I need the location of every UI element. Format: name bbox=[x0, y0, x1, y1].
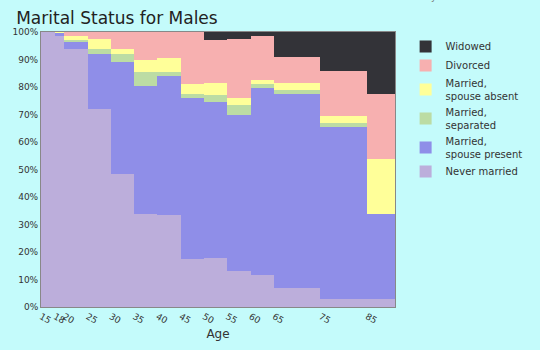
svg-text:65: 65 bbox=[271, 311, 286, 325]
svg-text:45: 45 bbox=[177, 311, 192, 325]
svg-text:40%: 40% bbox=[18, 192, 38, 202]
svg-text:100%: 100% bbox=[12, 27, 38, 37]
svg-text:Never married: Never married bbox=[446, 166, 518, 177]
svg-text:60: 60 bbox=[247, 311, 262, 326]
svg-text:20%: 20% bbox=[18, 247, 38, 257]
svg-text:30%: 30% bbox=[18, 220, 38, 230]
svg-text:55: 55 bbox=[224, 311, 239, 325]
svg-text:20: 20 bbox=[61, 311, 76, 326]
svg-text:80%: 80% bbox=[18, 82, 38, 92]
svg-text:90%: 90% bbox=[18, 55, 38, 65]
svg-text:85: 85 bbox=[364, 311, 379, 325]
svg-text:50%: 50% bbox=[18, 165, 38, 175]
svg-text:30: 30 bbox=[108, 311, 123, 326]
svg-text:75: 75 bbox=[317, 311, 332, 325]
svg-text:25: 25 bbox=[84, 311, 99, 325]
svg-text:city-data.com: city-data.com bbox=[420, 0, 482, 2]
svg-text:40: 40 bbox=[154, 311, 169, 326]
svg-text:Age: Age bbox=[206, 327, 229, 341]
svg-text:Divorced: Divorced bbox=[446, 60, 490, 71]
svg-text:Married,spouse present: Married,spouse present bbox=[446, 136, 523, 160]
svg-text:18: 18 bbox=[52, 311, 67, 326]
svg-text:35: 35 bbox=[131, 311, 146, 325]
svg-text:70%: 70% bbox=[18, 110, 38, 120]
svg-text:15: 15 bbox=[38, 311, 53, 325]
svg-text:Marital Status for Males: Marital Status for Males bbox=[16, 8, 218, 28]
svg-text:Married,separated: Married,separated bbox=[446, 107, 497, 131]
svg-text:Widowed: Widowed bbox=[446, 41, 492, 52]
svg-text:10%: 10% bbox=[18, 275, 38, 285]
svg-text:0%: 0% bbox=[24, 302, 39, 312]
svg-text:60%: 60% bbox=[18, 137, 38, 147]
svg-text:50: 50 bbox=[201, 311, 216, 326]
svg-text:Married,spouse absent: Married,spouse absent bbox=[446, 78, 519, 102]
